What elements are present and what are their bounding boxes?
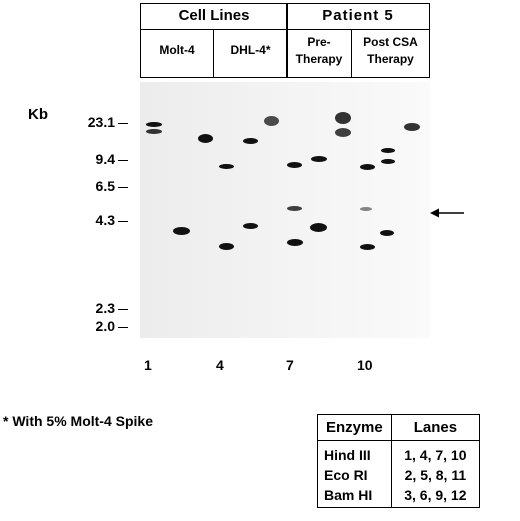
arrow-left-icon bbox=[430, 208, 464, 218]
tick-2-0 bbox=[118, 327, 128, 328]
enzyme-lanes: 3, 6, 9, 12 bbox=[404, 487, 467, 503]
table-header-row: Enzyme Lanes bbox=[317, 414, 480, 441]
gel-band bbox=[146, 122, 162, 127]
marker-9-4: 9.4 bbox=[95, 151, 115, 167]
tick-4-3 bbox=[118, 221, 128, 222]
gel-band bbox=[404, 123, 420, 131]
marker-23-1: 23.1 bbox=[87, 114, 115, 130]
gel-band bbox=[310, 223, 327, 232]
lane-number-10: 10 bbox=[357, 357, 373, 373]
gel-band bbox=[335, 112, 351, 124]
enzyme-name: Bam HI bbox=[317, 485, 392, 508]
tick-6-5 bbox=[118, 187, 128, 188]
marker-6-5: 6.5 bbox=[95, 178, 115, 194]
gel-band bbox=[219, 243, 234, 250]
table-row: Hind III 1, 4, 7, 10 bbox=[317, 440, 480, 465]
gel-band bbox=[287, 206, 302, 211]
southern-blot-gel-image bbox=[140, 82, 430, 338]
enzyme-name: Eco RI bbox=[317, 465, 392, 485]
gel-band bbox=[335, 128, 351, 137]
gel-band bbox=[381, 148, 395, 153]
gel-band bbox=[146, 129, 162, 134]
pre-label-line1: Pre- bbox=[307, 35, 331, 49]
pre-label-line2: Therapy bbox=[295, 52, 343, 66]
gel-band bbox=[311, 156, 327, 162]
lane-number-7: 7 bbox=[286, 357, 294, 373]
gel-band bbox=[381, 159, 395, 164]
marker-2-0: 2.0 bbox=[95, 318, 115, 334]
table-row: Bam HI 3, 6, 9, 12 bbox=[317, 485, 480, 508]
marker-2-3: 2.3 bbox=[95, 300, 115, 316]
post-therapy-column-box bbox=[351, 29, 430, 78]
kb-unit-label: Kb bbox=[28, 106, 48, 123]
marker-4-3: 4.3 bbox=[95, 212, 115, 228]
tick-23-1 bbox=[118, 123, 128, 124]
gel-band bbox=[287, 162, 302, 168]
gel-band bbox=[264, 116, 279, 126]
gel-band bbox=[198, 134, 213, 143]
cell-lines-title: Cell Lines bbox=[178, 7, 250, 24]
gel-band bbox=[173, 227, 190, 235]
enzyme-name: Hind III bbox=[317, 440, 392, 465]
post-label-line2: Therapy bbox=[367, 52, 414, 66]
gel-band bbox=[360, 244, 375, 250]
lane-number-1: 1 bbox=[144, 357, 152, 373]
table-row: Eco RI 2, 5, 8, 11 bbox=[317, 465, 480, 485]
footnote: * With 5% Molt-4 Spike bbox=[3, 413, 154, 429]
gel-band bbox=[360, 207, 372, 211]
gel-band bbox=[243, 223, 258, 229]
gel-band bbox=[287, 239, 303, 246]
table-header-enzyme: Enzyme bbox=[317, 414, 392, 441]
gel-band bbox=[360, 164, 375, 170]
dhl-label: DHL-4* bbox=[230, 43, 271, 57]
gel-band bbox=[243, 138, 258, 144]
tick-2-3 bbox=[118, 309, 128, 310]
dhl-column-box bbox=[213, 29, 288, 78]
table-header-lanes: Lanes bbox=[391, 414, 480, 441]
gel-band bbox=[219, 164, 234, 169]
post-label-line1: Post CSA bbox=[363, 35, 418, 49]
tick-9-4 bbox=[118, 160, 128, 161]
lane-number-4: 4 bbox=[216, 357, 224, 373]
patient-title: Patient 5 bbox=[322, 7, 394, 24]
enzyme-lanes-table: Enzyme Lanes Hind III 1, 4, 7, 10 Eco RI… bbox=[317, 414, 481, 508]
enzyme-lanes: 1, 4, 7, 10 bbox=[404, 447, 467, 463]
enzyme-lanes: 2, 5, 8, 11 bbox=[404, 467, 467, 483]
molt-label: Molt-4 bbox=[159, 43, 195, 57]
gel-band bbox=[380, 230, 394, 236]
